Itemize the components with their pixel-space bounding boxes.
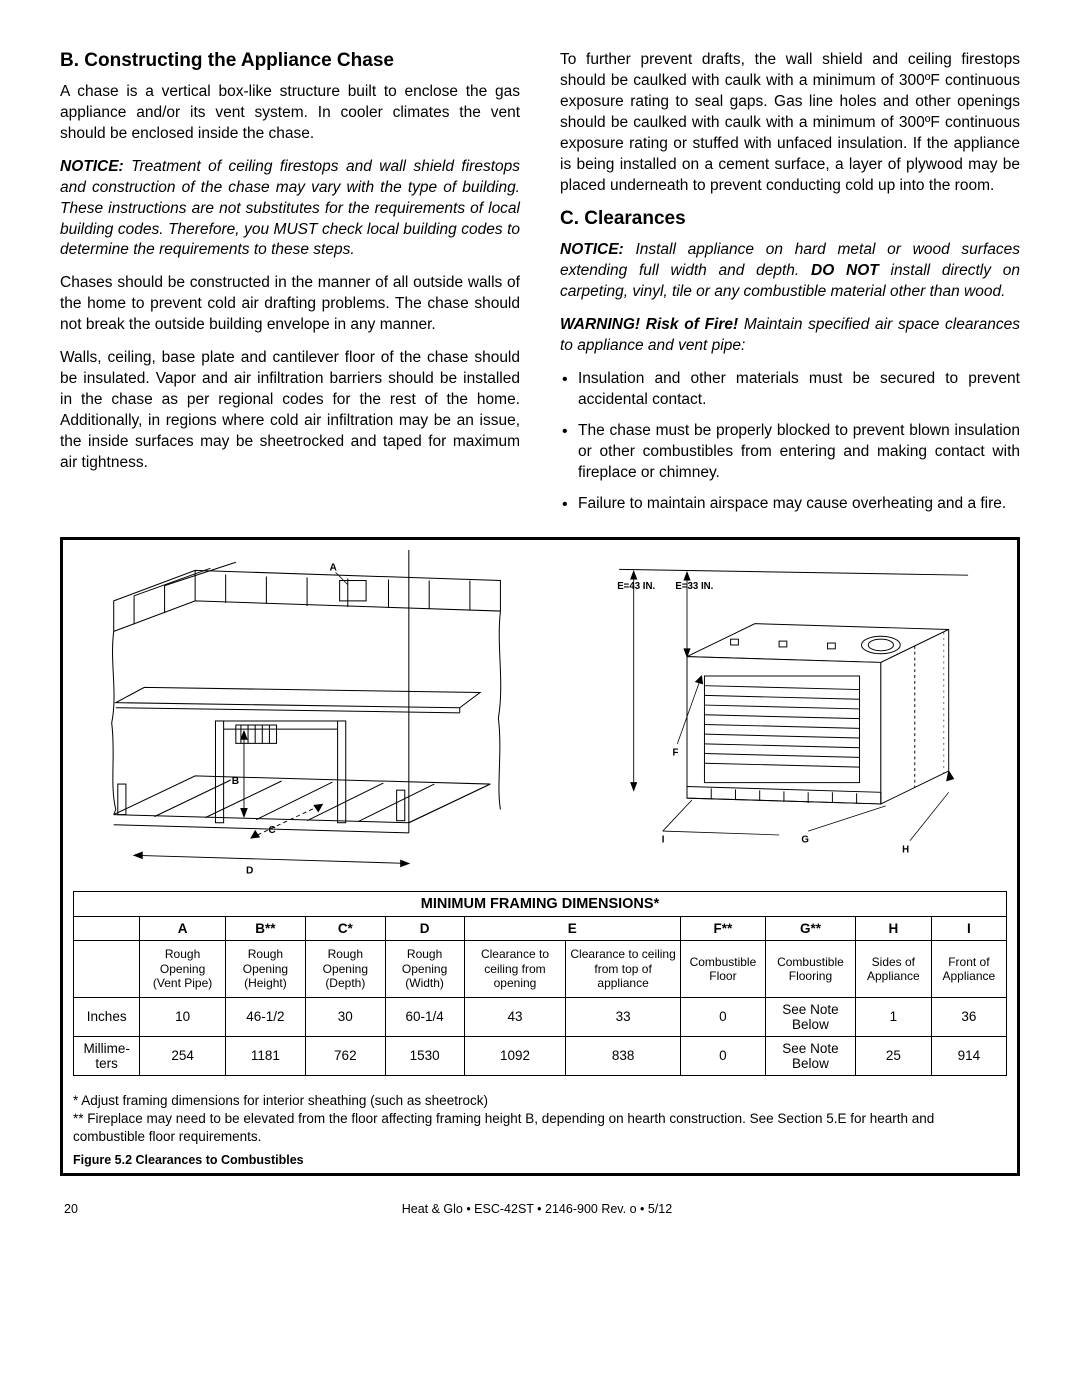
para-b3: Walls, ceiling, base plate and cantileve…: [60, 348, 520, 474]
th-i: I: [931, 917, 1006, 941]
page-number: 20: [64, 1202, 78, 1216]
cell: 762: [306, 1036, 385, 1075]
notice-lead: NOTICE:: [60, 158, 124, 175]
note-1: * Adjust framing dimensions for interior…: [73, 1092, 1007, 1110]
table-row: Millime-ters 254 1181 762 1530 1092 838 …: [74, 1036, 1007, 1075]
table-row: Inches 10 46-1/2 30 60-1/4 43 33 0 See N…: [74, 997, 1007, 1036]
notice-body: Treatment of ceiling firestops and wall …: [60, 158, 520, 259]
heading-c: C. Clearances: [560, 208, 1020, 230]
note-2: ** Fireplace may need to be elevated fro…: [73, 1110, 1007, 1146]
bullet-3: Failure to maintain airspace may cause o…: [578, 494, 1020, 515]
diagram-appliance: E=43 IN. E=33 IN. F I G H: [561, 550, 1007, 886]
notice-c-bold: DO NOT: [811, 262, 879, 279]
label-e43: E=43 IN.: [617, 580, 655, 591]
cell: 25: [855, 1036, 931, 1075]
cell: 1530: [385, 1036, 464, 1075]
notice-c: NOTICE: Install appliance on hard metal …: [560, 240, 1020, 303]
sub-b: Rough Opening (Height): [225, 941, 305, 997]
cell: 1181: [225, 1036, 305, 1075]
cell: 43: [464, 997, 566, 1036]
cell: 60-1/4: [385, 997, 464, 1036]
cell: 914: [931, 1036, 1006, 1075]
label-e33: E=33 IN.: [676, 580, 714, 591]
cell: 1: [855, 997, 931, 1036]
th-a: A: [140, 917, 225, 941]
para-b1: A chase is a vertical box-like structure…: [60, 82, 520, 145]
sub-e2: Clearance to ceiling from top of applian…: [566, 941, 681, 997]
notice-c-lead: NOTICE:: [560, 241, 624, 258]
th-e: E: [464, 917, 680, 941]
th-f: F**: [680, 917, 765, 941]
th-blank: [74, 917, 140, 941]
label-d: D: [246, 865, 253, 876]
cell: 30: [306, 997, 385, 1036]
unit-mm: Millime-ters: [74, 1036, 140, 1075]
sub-d: Rough Opening (Width): [385, 941, 464, 997]
cell: 838: [566, 1036, 681, 1075]
cell: See Note Below: [765, 997, 855, 1036]
sub-h: Sides of Appliance: [855, 941, 931, 997]
sub-f: Combustible Floor: [680, 941, 765, 997]
bullet-list: Insulation and other materials must be s…: [560, 369, 1020, 515]
unit-in: Inches: [74, 997, 140, 1036]
cell: See Note Below: [765, 1036, 855, 1075]
dimensions-table: MINIMUM FRAMING DIMENSIONS* A B** C* D E…: [73, 891, 1007, 1075]
th-d: D: [385, 917, 464, 941]
cell: 33: [566, 997, 681, 1036]
th-h: H: [855, 917, 931, 941]
heading-b: B. Constructing the Appliance Chase: [60, 50, 520, 72]
sub-c: Rough Opening (Depth): [306, 941, 385, 997]
cell: 254: [140, 1036, 225, 1075]
label-g: G: [802, 834, 810, 845]
label-f: F: [673, 747, 679, 758]
warn-lead: WARNING! Risk of Fire!: [560, 316, 738, 333]
sub-e1: Clearance to ceiling from opening: [464, 941, 566, 997]
cell: 10: [140, 997, 225, 1036]
cell: 0: [680, 997, 765, 1036]
para-c-intro: To further prevent drafts, the wall shie…: [560, 50, 1020, 196]
cell: 46-1/2: [225, 997, 305, 1036]
bullet-2: The chase must be properly blocked to pr…: [578, 421, 1020, 484]
doc-id: Heat & Glo • ESC-42ST • 2146-900 Rev. o …: [402, 1202, 672, 1216]
label-i: I: [662, 834, 665, 845]
th-b: B**: [225, 917, 305, 941]
th-c: C*: [306, 917, 385, 941]
bullet-1: Insulation and other materials must be s…: [578, 369, 1020, 411]
label-a: A: [329, 562, 337, 573]
notice-b: NOTICE: Treatment of ceiling firestops a…: [60, 157, 520, 262]
table-title: MINIMUM FRAMING DIMENSIONS*: [74, 892, 1007, 917]
para-b2: Chases should be constructed in the mann…: [60, 273, 520, 336]
sub-blank: [74, 941, 140, 997]
sub-a: Rough Opening (Vent Pipe): [140, 941, 225, 997]
cell: 1092: [464, 1036, 566, 1075]
cell: 36: [931, 997, 1006, 1036]
warning-c: WARNING! Risk of Fire! Maintain specifie…: [560, 315, 1020, 357]
th-g: G**: [765, 917, 855, 941]
sub-g: Combustible Flooring: [765, 941, 855, 997]
diagram-framing: A B C D: [73, 550, 541, 886]
figure-box: A B C D: [60, 537, 1020, 1177]
label-c: C: [268, 825, 276, 836]
label-b: B: [232, 776, 239, 787]
figure-caption: Figure 5.2 Clearances to Combustibles: [73, 1152, 1007, 1169]
label-h: H: [902, 844, 909, 855]
cell: 0: [680, 1036, 765, 1075]
sub-i: Front of Appliance: [931, 941, 1006, 997]
page-footer: 20 Heat & Glo • ESC-42ST • 2146-900 Rev.…: [60, 1202, 1020, 1216]
